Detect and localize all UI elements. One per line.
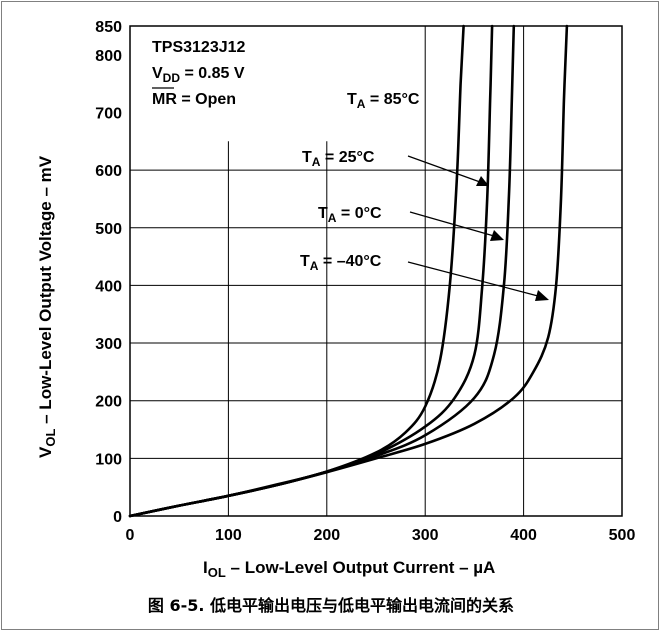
y-tick-label: 0	[113, 509, 122, 526]
plot-area	[129, 25, 623, 517]
arrow-25c	[407, 155, 489, 186]
y-axis-title: VOL – Low-Level Output Voltage – mV	[36, 155, 58, 458]
x-axis-title: IOL – Low-Level Output Current – µA	[203, 558, 495, 580]
chart: 0 100 200 300 400 500 600 700 800 850 0 100 200 300 40…	[36, 19, 635, 580]
x-tick-label: 0	[126, 527, 135, 544]
series-label-minus40c: TA = –40°C	[300, 253, 382, 273]
y-tick-label: 300	[95, 336, 122, 353]
y-tick-label: 100	[95, 451, 122, 468]
series-label-85c: TA = 85°C	[347, 91, 420, 111]
y-tick-label: 200	[95, 394, 122, 411]
arrow-minus40c	[407, 261, 549, 301]
x-tick-label: 400	[510, 527, 537, 544]
y-tick-label: 600	[95, 163, 122, 180]
y-tick-label: 700	[95, 105, 122, 122]
y-tick-label: 500	[95, 221, 122, 238]
vdd-label: VDD = 0.85 V	[152, 65, 245, 85]
figure-caption: 图 6-5. 低电平输出电压与低电平输出电流间的关系	[147, 596, 515, 615]
x-tick-label: 300	[412, 527, 439, 544]
y-tick-label: 850	[95, 19, 122, 36]
arrow-0c	[409, 211, 504, 241]
y-tick-label: 800	[95, 48, 122, 65]
tick-labels: 0 100 200 300 400 500 600 700 800 850 0 100 200 300 40…	[95, 19, 635, 544]
curves	[128, 24, 569, 518]
series-label-0c: TA = 0°C	[318, 205, 382, 225]
series-line-3	[128, 24, 569, 518]
mr-label: MR = Open	[152, 91, 236, 108]
grid	[130, 26, 622, 516]
x-tick-label: 200	[313, 527, 340, 544]
x-tick-label: 100	[215, 527, 242, 544]
y-tick-label: 400	[95, 278, 122, 295]
device-label: TPS3123J12	[152, 39, 246, 56]
series-label-25c: TA = 25°C	[302, 149, 375, 169]
x-tick-label: 500	[609, 527, 636, 544]
